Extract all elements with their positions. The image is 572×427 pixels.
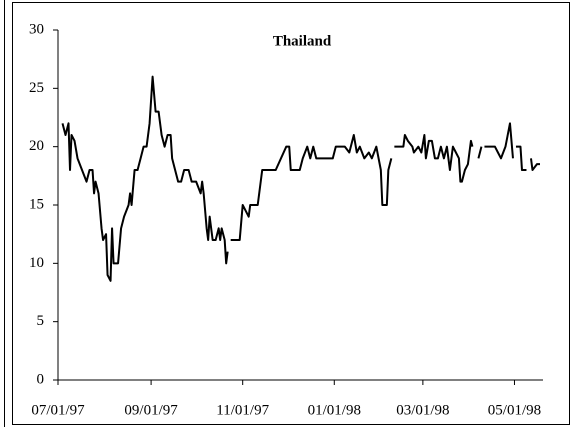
y-tick-label: 10 [29,255,44,271]
chart-title: Thailand [273,33,332,49]
y-tick-label: 15 [29,196,44,212]
y-tick-label: 0 [37,371,45,387]
x-tick-label: 01/01/98 [308,402,361,418]
y-tick-label: 20 [29,138,44,154]
x-tick-label: 07/01/97 [31,402,85,418]
x-tick-label: 05/01/98 [488,402,541,418]
x-tick-label: 03/01/98 [396,402,449,418]
y-tick-label: 5 [37,313,45,329]
x-tick-label: 11/01/97 [216,402,269,418]
y-tick-label: 30 [29,21,44,37]
y-tick-label: 25 [29,80,44,96]
x-tick-label: 09/01/97 [124,402,178,418]
chart-frame [12,2,570,425]
data-line [61,75,540,282]
